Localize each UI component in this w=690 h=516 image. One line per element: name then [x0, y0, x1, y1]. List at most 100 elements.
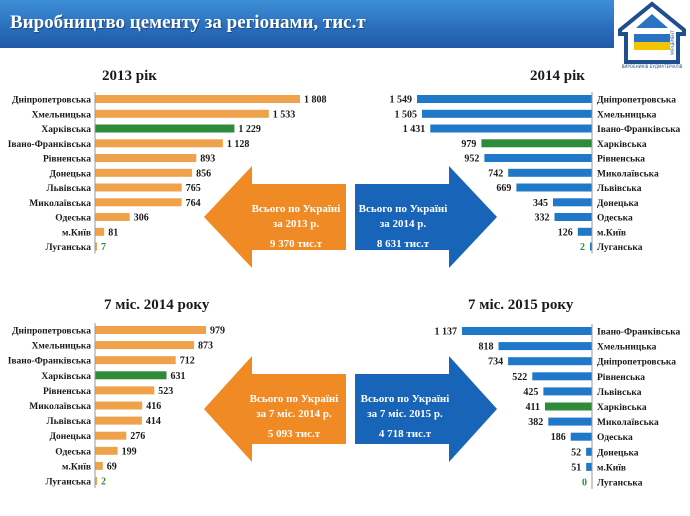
value-label: 276: [130, 431, 145, 442]
category-label: Івано-Франківська: [8, 356, 92, 367]
header-bar: Виробництво цементу за регіонами, тис.т: [0, 0, 614, 48]
category-label: Хмельницька: [597, 343, 657, 353]
value-label: 1 808: [304, 95, 327, 106]
value-label: 669: [496, 183, 511, 194]
category-label: Дніпропетровська: [12, 326, 91, 337]
category-label: Луганська: [46, 243, 92, 253]
category-label: Рівненська: [597, 372, 645, 383]
bar: [422, 109, 592, 118]
bar: [95, 95, 300, 103]
category-label: Івано-Франківська: [597, 327, 681, 338]
category-label: Дніпропетровська: [597, 357, 676, 368]
value-label: 0: [582, 478, 587, 489]
value-label: 873: [198, 341, 213, 352]
total-7m-2015-value: 4 718 тис.т: [378, 428, 432, 440]
chart-title-7m-2014: 7 міс. 2014 року: [104, 297, 210, 313]
bar: [95, 168, 193, 177]
bar: [95, 371, 167, 380]
category-label: Луганська: [46, 478, 92, 488]
bar: [95, 109, 269, 118]
category-label: Харківська: [41, 124, 91, 135]
value-label: 7: [101, 242, 106, 253]
bar: [570, 432, 592, 441]
category-label: Львівська: [47, 183, 92, 194]
bar: [95, 213, 130, 221]
total-arrow-left-7m-2014: [204, 356, 346, 462]
category-label: Хмельницька: [32, 342, 92, 352]
category-label: Дніпропетровська: [597, 95, 676, 106]
bar: [95, 446, 118, 455]
total-7m-2015-label: Всього по Україні за 7 міс. 2015 р. 4 71…: [358, 392, 452, 442]
category-label: Рівненська: [43, 154, 91, 165]
category-label: Львівська: [597, 183, 642, 194]
total-2014-label: Всього по Україні за 2014 р. 8 631 тис.т: [358, 203, 448, 250]
logo-text-upper: УКРЦЕМЕНТ: [670, 30, 675, 55]
value-label: 186: [551, 432, 566, 443]
bar: [508, 357, 592, 366]
total-7m-2014-label: Всього по Україні за 7 міс. 2014 р. 5 09…: [244, 392, 344, 442]
value-label: 416: [146, 401, 161, 412]
total-arrow-right-7m-2015: [355, 356, 497, 462]
value-label: 734: [488, 357, 503, 368]
category-label: Миколаївська: [597, 418, 659, 428]
bar: [430, 124, 592, 133]
value-label: 1 505: [395, 109, 418, 120]
bar: [95, 242, 97, 251]
value-label: 332: [535, 213, 550, 224]
bar: [95, 139, 223, 148]
value-label: 631: [171, 371, 186, 382]
bar: [462, 327, 592, 335]
value-label: 1 549: [390, 95, 413, 106]
category-label: м.Київ: [62, 462, 91, 472]
value-label: 979: [210, 326, 225, 337]
value-label: 712: [180, 356, 195, 367]
bar: [95, 477, 97, 485]
bar-chart-3: Дніпропетровська 979 Хмельницька 873 Івано-Ф…: [8, 323, 225, 488]
bar: [95, 461, 103, 470]
category-label: Львівська: [47, 416, 92, 427]
bar: [95, 386, 155, 395]
bar: [532, 372, 592, 381]
chart-title-2014: 2014 рік: [530, 68, 585, 84]
bar: [95, 431, 127, 440]
category-label: Одеська: [597, 214, 633, 224]
value-label: 765: [186, 183, 201, 194]
value-label: 1 137: [435, 327, 458, 338]
bar: [95, 416, 142, 425]
value-label: 51: [571, 462, 581, 473]
bar: [95, 154, 197, 162]
value-label: 742: [488, 168, 503, 179]
value-label: 306: [134, 213, 149, 224]
bar: [508, 168, 592, 177]
value-label: 1 128: [227, 139, 250, 150]
category-label: Луганська: [597, 243, 643, 253]
category-label: Миколаївська: [29, 199, 91, 209]
category-label: Донецька: [597, 199, 639, 209]
category-label: Миколаївська: [29, 402, 91, 412]
category-label: Рівненська: [597, 154, 645, 165]
category-label: Одеська: [55, 447, 91, 457]
house-logo-icon: УКРЦЕМЕНТ ВИРОБНИКІВ БУДМАТЕРІАЛІВ: [618, 1, 686, 69]
bar: [95, 183, 182, 192]
value-label: 81: [108, 227, 118, 238]
value-label: 523: [158, 386, 173, 397]
category-label: Харківська: [41, 371, 91, 382]
value-label: 382: [528, 417, 543, 428]
bar: [554, 213, 592, 221]
value-label: 411: [526, 402, 540, 413]
category-label: Луганська: [597, 479, 643, 489]
total-2013-value: 9 370 тис.т: [269, 238, 323, 250]
total-2014-value: 8 631 тис.т: [376, 238, 430, 250]
bar: [548, 417, 592, 426]
bar: [577, 227, 592, 236]
chart-title-7m-2015: 7 міс. 2015 року: [468, 297, 574, 313]
category-label: м.Київ: [597, 463, 626, 473]
category-label: Івано-Франківська: [597, 124, 681, 135]
bar: [553, 198, 592, 207]
value-label: 425: [523, 387, 538, 398]
value-label: 818: [479, 342, 494, 353]
category-label: Одеська: [55, 214, 91, 224]
bar: [481, 139, 592, 148]
value-label: 893: [200, 154, 215, 165]
